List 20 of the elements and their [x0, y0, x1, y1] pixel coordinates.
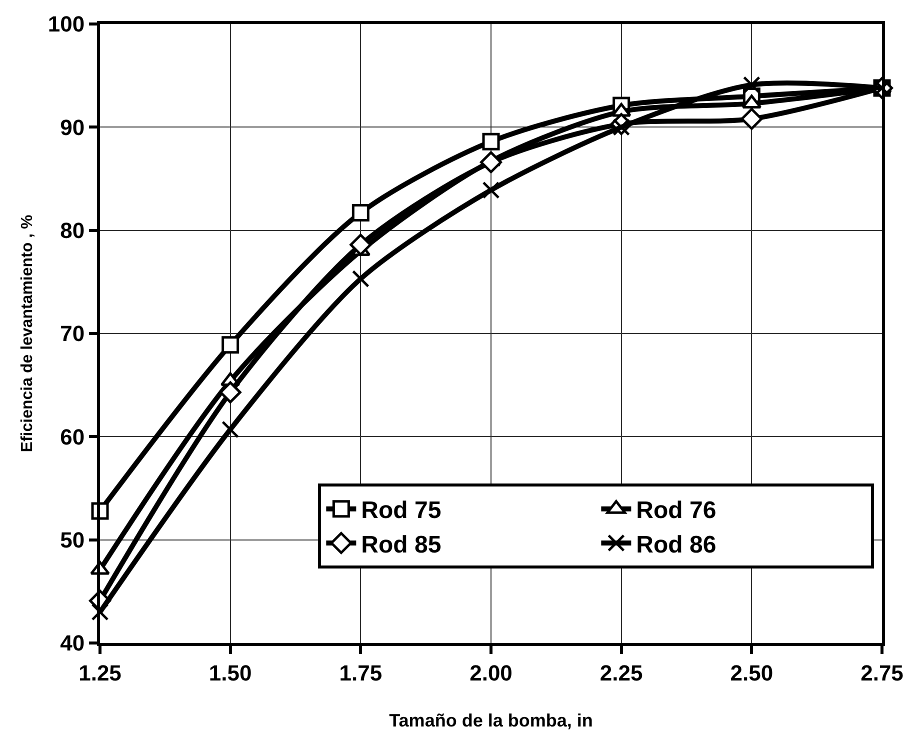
legend-label: Rod 86: [636, 531, 716, 558]
x-tick-label: 1.50: [208, 660, 252, 686]
legend-label: Rod 75: [361, 497, 442, 524]
y-axis-title: Eficiencia de levantamiento , %: [18, 214, 36, 452]
x-tick-label: 2.25: [600, 660, 643, 686]
legend-label: Rod 85: [361, 531, 442, 558]
y-tick-label: 50: [60, 528, 85, 553]
y-tick-label: 90: [60, 114, 85, 140]
x-tick-label: 2.00: [470, 660, 512, 686]
x-tick-label: 2.75: [860, 660, 904, 686]
y-tick-label: 70: [60, 321, 85, 346]
x-tick-label: 2.50: [730, 660, 774, 686]
x-tick-label: 1.75: [339, 660, 382, 686]
y-tick-label: 80: [60, 218, 85, 244]
x-tick-label: 1.25: [78, 660, 122, 686]
y-tick-label: 100: [48, 12, 85, 37]
y-tick-label: 60: [60, 424, 85, 450]
legend-label: Rod 76: [636, 497, 716, 524]
y-tick-label: 40: [60, 630, 85, 656]
x-axis-title: Tamaño de la bomba, in: [389, 710, 593, 730]
